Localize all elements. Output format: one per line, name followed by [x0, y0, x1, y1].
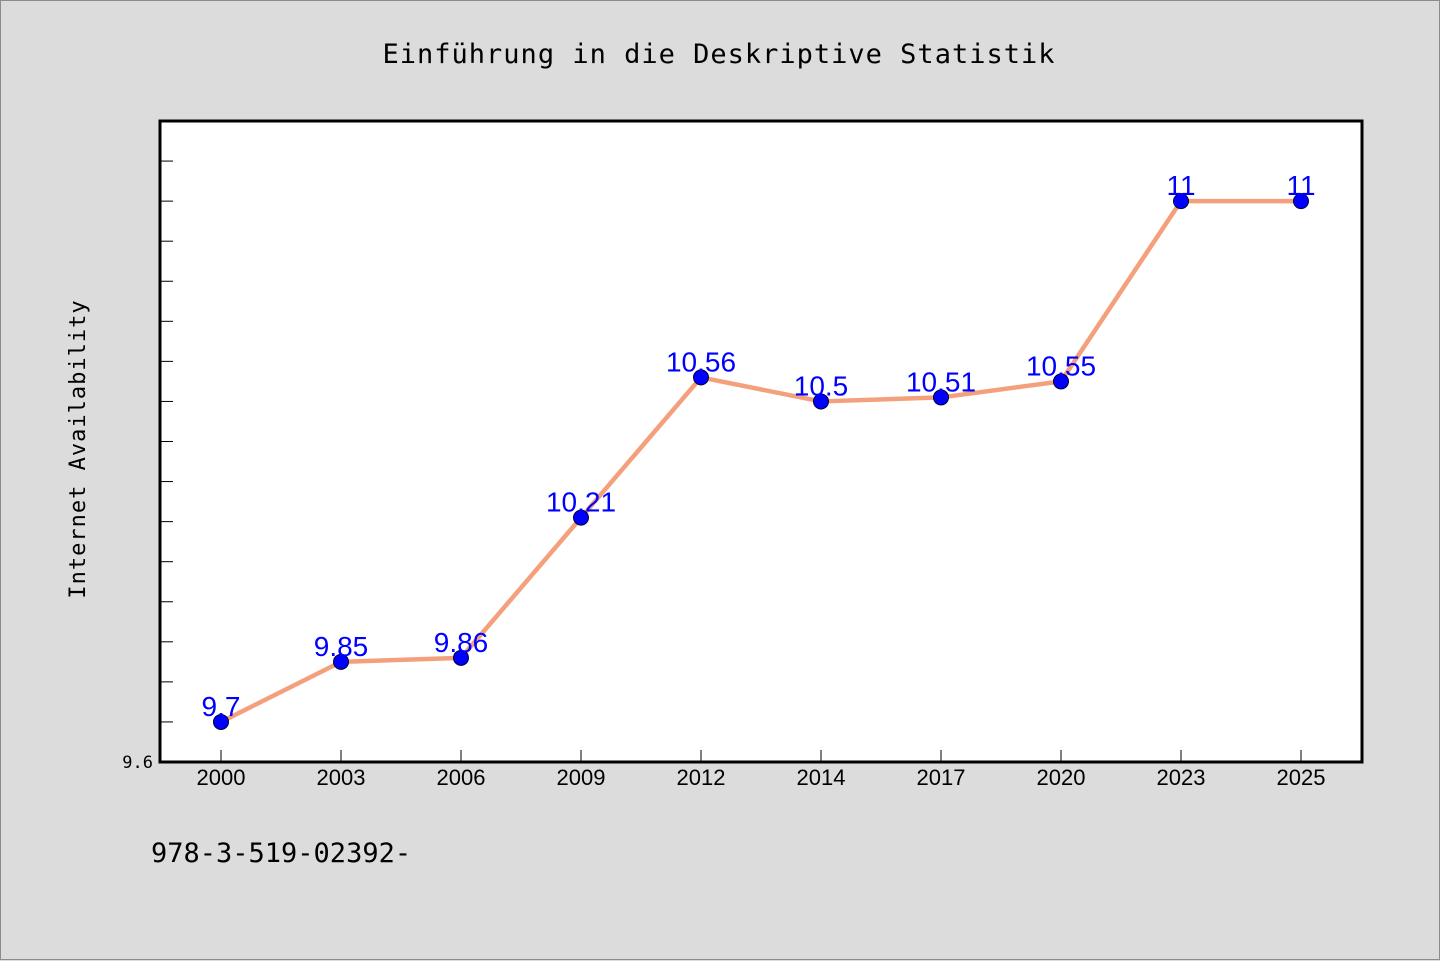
data-label: 9.7 [202, 691, 241, 722]
data-label: 11 [1166, 170, 1195, 201]
x-tick-label: 2014 [797, 765, 846, 790]
x-tick-label: 2020 [1037, 765, 1086, 790]
x-tick-label: 2017 [917, 765, 966, 790]
x-axis-ticks: 2000 2003 2006 2009 2012 2014 2017 2020 2023 2025 [197, 750, 1326, 790]
data-label: 10.51 [906, 366, 976, 397]
data-labels: 9.7 9.85 9.86 10.21 10.56 10.5 10.51 10.55 11 11 [202, 170, 1316, 722]
y-axis-ticks: 9.6 [122, 160, 173, 773]
footer-isbn: 978-3-519-02392- [151, 838, 411, 869]
data-point [573, 509, 589, 526]
data-label: 10.55 [1026, 350, 1096, 381]
data-point [333, 653, 349, 670]
data-point [1053, 373, 1069, 390]
x-tick-label: 2006 [437, 765, 486, 790]
x-tick-label: 2003 [317, 765, 366, 790]
data-label: 9.85 [314, 631, 369, 662]
chart-title: Einführung in die Deskriptive Statistik [383, 39, 1056, 70]
data-point [453, 649, 469, 666]
data-point [933, 389, 949, 406]
x-tick-label: 2009 [557, 765, 606, 790]
data-point [1173, 193, 1189, 210]
data-point [1293, 193, 1309, 210]
data-point [813, 393, 829, 410]
x-tick-label: 2000 [197, 765, 246, 790]
y-tick-label: 9.6 [122, 753, 153, 773]
data-label: 10.56 [666, 346, 736, 377]
series-layer [213, 193, 1309, 730]
series-line [218, 198, 1304, 725]
y-axis-label: Internet Availability [66, 299, 91, 598]
data-label: 9.86 [434, 627, 489, 658]
x-tick-label: 2012 [677, 765, 726, 790]
x-tick-label: 2023 [1157, 765, 1206, 790]
data-label: 11 [1286, 170, 1315, 201]
data-point [693, 369, 709, 386]
data-label: 10.5 [794, 370, 849, 401]
data-label: 10.21 [546, 487, 616, 518]
data-point [213, 713, 229, 730]
x-tick-label: 2025 [1277, 765, 1326, 790]
